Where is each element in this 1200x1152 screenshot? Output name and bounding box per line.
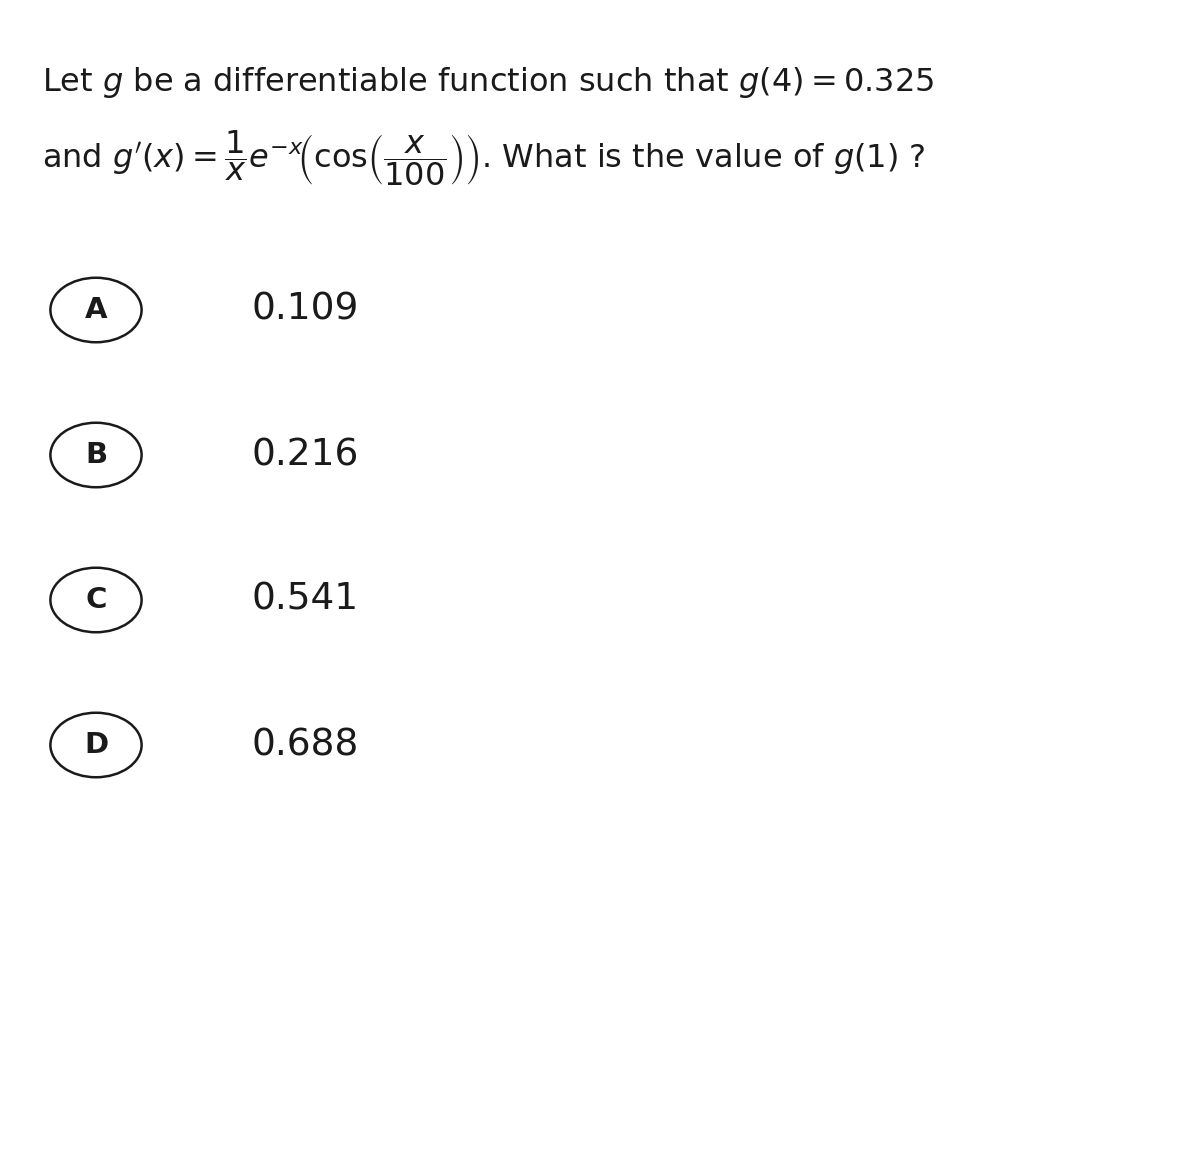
Text: and $g'\left(x\right) = \dfrac{1}{x}e^{-x}\!\left(\cos\!\left(\dfrac{x}{100}\rig: and $g'\left(x\right) = \dfrac{1}{x}e^{-… — [42, 128, 925, 188]
Text: A: A — [85, 296, 107, 324]
Text: B: B — [85, 441, 107, 469]
Text: Let $g$ be a differentiable function such that $g\left(4\right) = 0.325$: Let $g$ be a differentiable function suc… — [42, 65, 934, 100]
Text: 0.109: 0.109 — [252, 291, 359, 328]
Text: C: C — [85, 586, 107, 614]
Text: 0.216: 0.216 — [252, 437, 359, 473]
Text: 0.688: 0.688 — [252, 727, 359, 763]
Text: 0.541: 0.541 — [252, 582, 359, 617]
Text: D: D — [84, 732, 108, 759]
